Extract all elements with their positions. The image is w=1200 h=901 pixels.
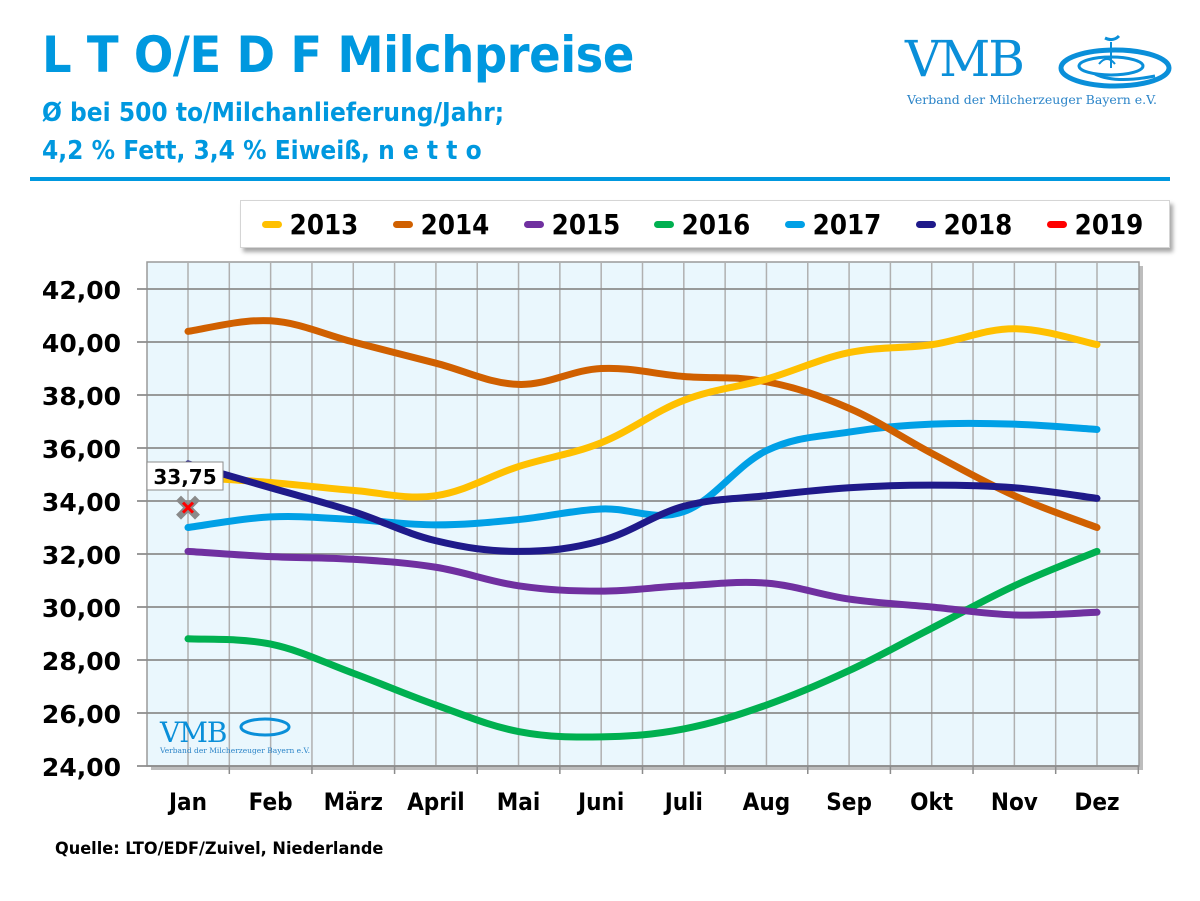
legend-item-2018: 2018	[916, 208, 1017, 241]
legend-item-2016: 2016	[654, 208, 755, 241]
legend-swatch-2013	[261, 220, 282, 228]
legend-label-2019: 2019	[1074, 207, 1144, 241]
legend-swatch-2018	[916, 220, 937, 228]
watermark-wordmark: VMB	[159, 716, 226, 749]
legend-swatch-2016	[654, 220, 675, 228]
legend-swatch-2017	[785, 220, 806, 228]
y-tick-label: 40,00	[42, 329, 121, 358]
data-label-2019-jan: 33,75	[153, 465, 216, 489]
y-tick-label: 30,00	[42, 594, 121, 623]
x-tick-label: März	[324, 789, 383, 816]
x-tick-label: Nov	[991, 789, 1038, 816]
logo-tagline: Verband der Milcherzeuger Bayern e.V.	[907, 92, 1157, 107]
data-label-box	[146, 461, 224, 491]
x-tick-label: Juli	[663, 789, 703, 816]
legend-label-2014: 2014	[420, 207, 490, 241]
y-tick-label: 34,00	[42, 488, 121, 517]
legend-item-2013: 2013	[261, 207, 363, 241]
vmb-splash-icon	[1058, 34, 1172, 89]
series-line-2013	[184, 325, 1101, 501]
legend-item-2019: 2019	[1047, 208, 1148, 241]
y-tick-label: 36,00	[42, 435, 121, 464]
series-line-2018	[184, 460, 1101, 555]
watermark-tagline: Verband der Milcherzeuger Bayern e.V.	[159, 746, 310, 755]
chart-subtitle-line-1: Ø bei 500 to/Milchanlieferung/Jahr;	[42, 98, 505, 128]
legend-label-2013: 2013	[289, 207, 359, 241]
y-tick-label: 32,00	[42, 541, 121, 570]
vmb-splash-icon	[239, 717, 291, 737]
chart-legend: 2013 2014 2015 2016 2017 2018 2019	[240, 200, 1170, 248]
source-note: Quelle: LTO/EDF/Zuivel, Niederlande	[55, 839, 384, 859]
x-tick-label: Aug	[743, 789, 791, 816]
series-line-2017	[184, 419, 1101, 531]
x-tick-label: Sep	[826, 789, 872, 816]
vmb-logo: VMB Verband der Milcherzeuger Bayern e.V…	[905, 34, 1175, 124]
y-tick-label: 38,00	[42, 382, 121, 411]
x-tick-label: Mai	[497, 789, 540, 816]
series-line-2014	[184, 317, 1101, 531]
legend-label-2015: 2015	[551, 207, 620, 241]
x-tick-label: Jan	[167, 789, 207, 816]
y-tick-label: 42,00	[42, 276, 121, 305]
data-point-2019	[176, 495, 200, 520]
series-line-2015	[184, 547, 1101, 619]
legend-item-2017: 2017	[785, 208, 886, 241]
y-tick-label: 26,00	[42, 700, 121, 729]
legend-item-2015: 2015	[523, 207, 625, 241]
series-line-2016	[184, 547, 1101, 741]
logo-wordmark: VMB	[905, 30, 1025, 88]
legend-swatch-2014	[392, 220, 413, 228]
x-marker-icon	[181, 501, 195, 514]
y-tick-label: 24,00	[42, 753, 121, 782]
legend-swatch-2015	[523, 220, 544, 228]
x-tick-label: Juni	[576, 789, 624, 816]
legend-label-2017: 2017	[813, 207, 882, 241]
legend-label-2016: 2016	[682, 207, 751, 241]
chart-subtitle-line-2: 4,2 % Fett, 3,4 % Eiweiß, n e t t o	[42, 136, 482, 166]
legend-swatch-2019	[1047, 220, 1068, 228]
x-tick-label: April	[407, 789, 465, 816]
header-divider	[30, 177, 1170, 181]
x-tick-label: Feb	[249, 789, 293, 816]
x-tick-label: Okt	[910, 789, 953, 816]
legend-label-2018: 2018	[943, 207, 1013, 241]
chart-title: L T O/E D F Milchpreise	[42, 26, 634, 84]
x-tick-label: Dez	[1074, 789, 1119, 816]
legend-item-2014: 2014	[392, 207, 494, 241]
y-tick-label: 28,00	[42, 647, 121, 676]
